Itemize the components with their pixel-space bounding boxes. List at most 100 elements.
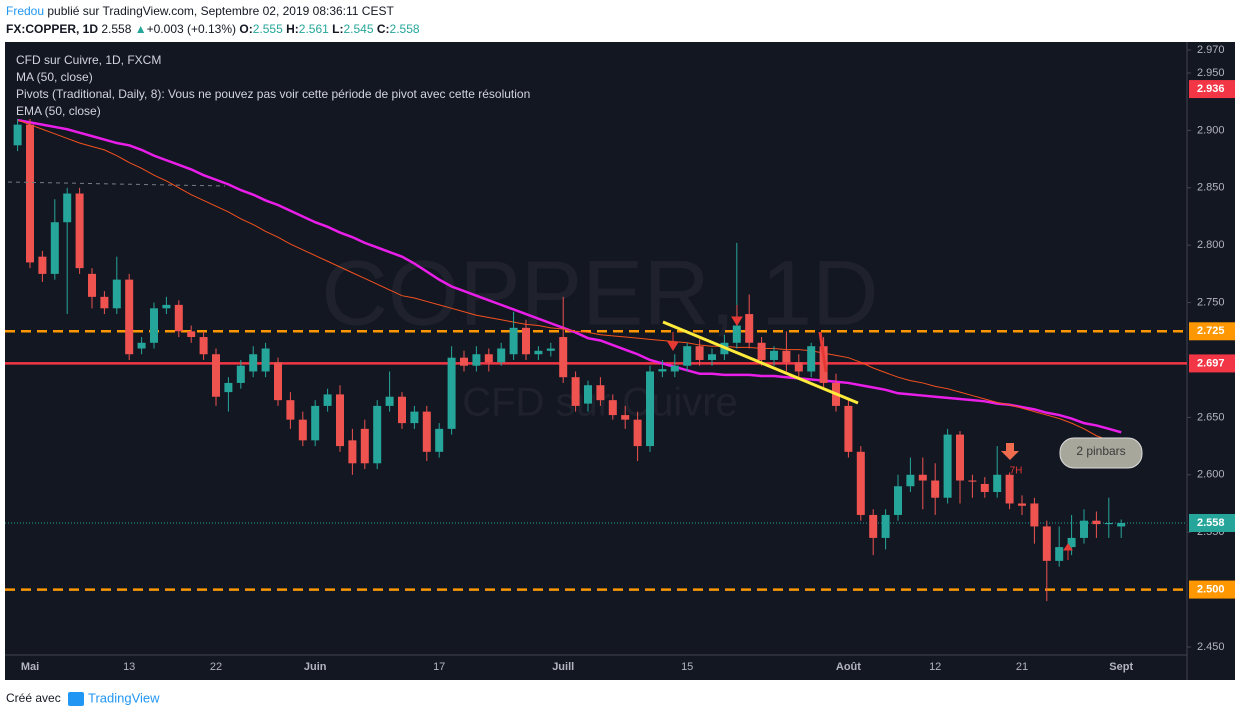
x-tick-label: 17 — [433, 661, 445, 673]
candle-body — [931, 480, 940, 498]
change: +0.003 (+0.13%) — [147, 22, 236, 36]
candle-body — [336, 394, 344, 447]
candle-body — [137, 342, 146, 349]
y-tick-label: 2.970 — [1197, 44, 1225, 56]
candle-body — [968, 480, 977, 482]
candle-body — [782, 350, 791, 363]
arrow: ▲ — [135, 22, 147, 36]
c-value: 2.558 — [390, 22, 420, 36]
watermark: COPPER, 1D — [321, 242, 878, 344]
published: publié sur TradingView.com, Septembre 02… — [47, 4, 394, 18]
candle-body — [732, 325, 741, 343]
candle-body — [596, 385, 605, 401]
candle-body — [460, 357, 468, 366]
y-tick-label: 2.650 — [1197, 411, 1225, 423]
candle-body — [1117, 522, 1126, 527]
price-box — [1189, 513, 1235, 532]
candle-body — [584, 385, 592, 404]
candle-body — [633, 419, 642, 447]
header-line: Fredou publié sur TradingView.com, Septe… — [6, 4, 394, 18]
y-tick-label: 2.900 — [1197, 124, 1225, 136]
price-box-label: 2.500 — [1197, 583, 1225, 595]
candle-body — [906, 474, 915, 487]
candle-body — [980, 483, 989, 492]
candle-body — [112, 279, 121, 309]
candle-body — [174, 304, 183, 332]
candle-body — [683, 346, 692, 366]
candle-body — [422, 411, 431, 452]
candle-body — [807, 346, 816, 372]
candle-body — [943, 434, 952, 498]
candle-body — [13, 124, 22, 146]
candle-body — [757, 342, 766, 360]
x-tick-label: 15 — [681, 661, 693, 673]
callout-text: 2 pinbars — [1076, 444, 1125, 458]
candle-body — [360, 428, 369, 464]
candle-body — [447, 357, 456, 429]
footer-text: Créé avec — [6, 691, 61, 705]
candle-body — [497, 348, 506, 363]
candle-body — [373, 405, 382, 464]
h-value: 2.561 — [299, 22, 329, 36]
h-label: H: — [286, 22, 299, 36]
candle-body — [1104, 522, 1113, 525]
candle-body — [63, 193, 72, 223]
author: Fredou — [6, 4, 44, 18]
candle-body — [261, 348, 270, 372]
candle-body — [894, 486, 902, 515]
y-tick-label: 2.600 — [1197, 469, 1225, 481]
candle-body — [1042, 526, 1051, 561]
candle-body — [249, 354, 258, 372]
callout — [1059, 437, 1143, 469]
candle-body — [993, 474, 1002, 492]
x-tick-label: Juin — [304, 661, 327, 673]
x-tick-label: Mai — [21, 661, 39, 673]
legend-item: Pivots (Traditional, Daily, 8): Vous ne … — [16, 87, 530, 101]
candle-body — [856, 451, 865, 515]
c-label: C: — [377, 22, 390, 36]
candle-body — [522, 327, 530, 355]
candle-body — [274, 362, 282, 401]
plot — [5, 118, 1187, 602]
candle-body — [1018, 503, 1026, 506]
price-box — [1189, 80, 1235, 99]
candle-body — [150, 308, 158, 343]
candle-body — [608, 400, 617, 416]
candle-body — [236, 365, 245, 383]
logo — [68, 692, 84, 706]
legend-item: EMA (50, close) — [16, 104, 101, 118]
footer-brand[interactable]: TradingView — [88, 690, 160, 705]
candle-body — [286, 400, 295, 420]
candle-body — [410, 411, 419, 424]
legend-title: CFD sur Cuivre, 1D, FXCM — [16, 53, 161, 67]
candle-body — [472, 354, 481, 366]
candle-body — [398, 396, 406, 424]
candle-body — [1005, 474, 1014, 504]
x-tick-label: Août — [836, 661, 861, 673]
price-box-label: 2.558 — [1197, 517, 1225, 529]
candle-body — [50, 222, 59, 274]
y-tick-label: 2.800 — [1197, 239, 1225, 251]
candle-body — [484, 354, 493, 363]
price: 2.558 — [101, 22, 131, 36]
candle-body — [298, 419, 307, 441]
candle-body — [162, 304, 171, 309]
y-tick-label: 2.450 — [1197, 641, 1225, 653]
x-tick-label: Juill — [552, 661, 574, 673]
o-label: O: — [239, 22, 252, 36]
candle-body — [212, 354, 220, 397]
candle-body — [435, 428, 444, 452]
candle-body — [658, 369, 667, 372]
chart-background — [5, 42, 1235, 680]
x-tick-label: Sept — [1109, 661, 1133, 673]
candle-body — [770, 350, 778, 360]
candle-body — [1080, 520, 1088, 538]
candle-body — [956, 434, 964, 481]
candle-body — [323, 394, 332, 406]
arrow-down — [1001, 443, 1019, 460]
candle-body — [385, 396, 394, 406]
indicator-line — [17, 119, 1122, 446]
candle-body — [869, 514, 878, 538]
